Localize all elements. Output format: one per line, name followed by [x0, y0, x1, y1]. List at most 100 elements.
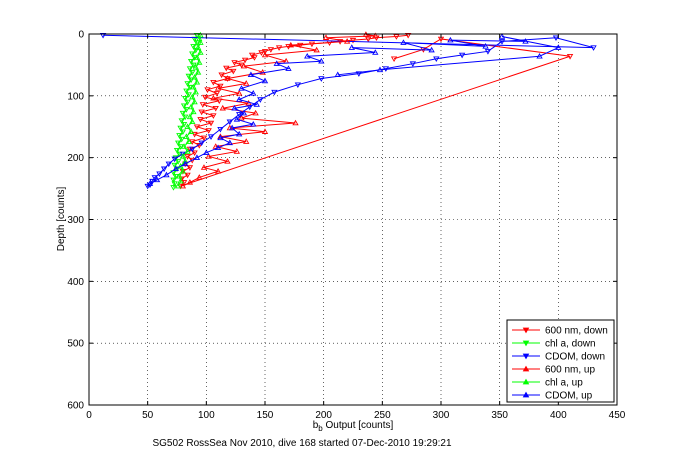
data-point — [223, 65, 230, 72]
data-point — [498, 39, 506, 45]
data-point — [176, 151, 183, 158]
data-point — [197, 49, 204, 55]
data-point — [343, 38, 351, 44]
data-point — [197, 31, 204, 38]
data-point — [180, 103, 188, 110]
data-point — [226, 139, 233, 146]
series-4 — [174, 31, 204, 189]
data-point — [217, 83, 224, 90]
data-point — [190, 83, 197, 90]
data-point — [177, 177, 184, 184]
data-point — [186, 66, 194, 72]
data-point — [183, 88, 190, 95]
x-tick-label: 100 — [198, 410, 215, 421]
data-point — [163, 171, 170, 178]
data-point — [184, 172, 191, 179]
data-point — [176, 133, 183, 139]
data-point — [219, 104, 226, 111]
data-point — [186, 84, 194, 91]
legend-entry: 600 nm, down — [512, 326, 608, 337]
legend-marker — [522, 391, 530, 398]
x-axis-label-rest: Output [counts] — [323, 420, 394, 431]
legend-entry: chl a, down — [512, 339, 596, 350]
data-point — [247, 71, 255, 78]
data-point — [170, 177, 177, 184]
legend-marker — [522, 340, 530, 347]
data-point — [236, 112, 243, 118]
x-axis-label: bb Output [counts] — [313, 420, 394, 433]
data-point — [207, 120, 215, 127]
data-point — [271, 89, 278, 96]
data-point — [192, 64, 199, 70]
data-point — [297, 42, 304, 49]
data-point — [355, 71, 363, 77]
data-point — [185, 138, 192, 144]
data-point — [201, 94, 209, 101]
data-point — [214, 167, 222, 174]
data-point — [372, 49, 379, 55]
data-point — [404, 32, 412, 39]
data-point — [183, 133, 190, 139]
data-point — [144, 183, 151, 190]
data-point — [182, 160, 189, 167]
data-point — [285, 65, 292, 71]
data-point — [231, 104, 238, 111]
series-line — [149, 35, 560, 185]
legend-label: 600 nm, down — [545, 326, 608, 337]
data-point — [172, 173, 180, 180]
data-point — [318, 76, 325, 82]
data-point — [197, 39, 204, 45]
series-line — [182, 34, 376, 187]
data-point — [177, 125, 184, 132]
data-point — [252, 109, 259, 116]
data-point — [214, 85, 222, 91]
data-point — [292, 119, 299, 126]
data-point — [230, 68, 237, 75]
data-point — [182, 158, 189, 164]
data-point — [197, 117, 204, 123]
data-point — [146, 180, 154, 186]
data-point — [241, 57, 249, 64]
data-point — [174, 159, 182, 165]
legend-label: chl a, down — [545, 339, 596, 350]
data-point — [180, 143, 188, 149]
data-point — [555, 44, 562, 50]
data-point — [196, 174, 203, 180]
legend-box — [506, 319, 615, 403]
data-point — [243, 80, 250, 86]
data-point — [393, 34, 400, 40]
data-point — [447, 36, 454, 43]
data-point — [259, 69, 266, 75]
y-tick-label: 200 — [67, 153, 84, 164]
data-point — [261, 51, 269, 58]
data-point — [184, 154, 191, 160]
data-point — [376, 66, 384, 73]
data-point — [313, 46, 320, 53]
data-point — [536, 52, 543, 59]
data-point — [205, 153, 212, 159]
data-point — [179, 110, 187, 117]
data-point — [349, 37, 357, 44]
data-point — [238, 114, 245, 121]
legend-marker — [522, 378, 530, 385]
legend-entry: chl a, up — [512, 378, 583, 389]
data-point — [182, 114, 189, 121]
data-point — [189, 139, 196, 145]
data-point — [482, 43, 489, 49]
x-tick-label: 350 — [491, 410, 508, 421]
data-point — [190, 108, 197, 115]
data-point — [231, 60, 238, 66]
data-point — [184, 123, 191, 130]
y-tick-label: 600 — [67, 401, 84, 412]
data-point — [189, 93, 196, 100]
data-point — [189, 118, 196, 125]
data-point — [191, 150, 198, 157]
data-point — [428, 46, 435, 53]
x-axis-label-base: b — [313, 420, 319, 431]
data-point — [193, 54, 201, 60]
data-point — [294, 82, 302, 89]
y-tick-label: 500 — [67, 339, 84, 350]
data-point — [185, 73, 192, 80]
data-point — [183, 107, 190, 113]
data-point — [186, 179, 194, 185]
